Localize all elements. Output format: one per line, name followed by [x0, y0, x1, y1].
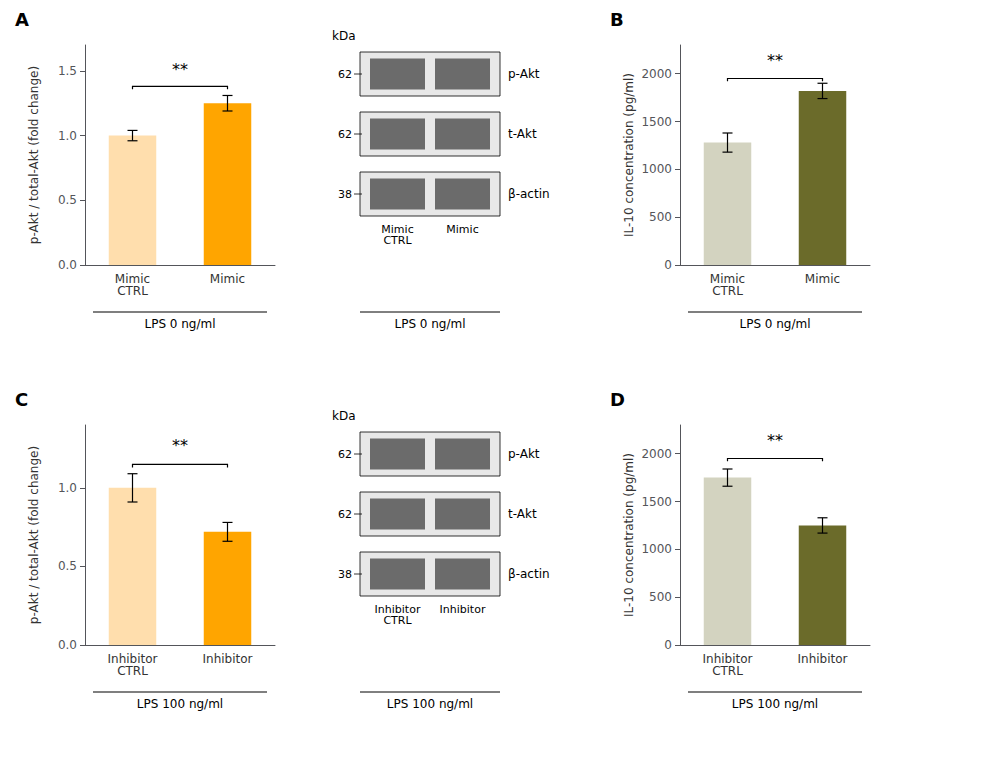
svg-text:LPS 100 ng/ml: LPS 100 ng/ml	[387, 697, 473, 711]
svg-text:1500: 1500	[641, 495, 672, 509]
svg-text:38: 38	[338, 568, 352, 581]
svg-text:CTRL: CTRL	[712, 284, 743, 298]
svg-text:A: A	[15, 9, 29, 30]
svg-text:1.0: 1.0	[58, 129, 77, 143]
svg-text:β-actin: β-actin	[508, 567, 550, 581]
svg-text:CTRL: CTRL	[117, 664, 148, 678]
svg-text:p-Akt: p-Akt	[508, 67, 540, 81]
svg-text:IL-10 concentration (pg/ml): IL-10 concentration (pg/ml)	[622, 453, 636, 617]
svg-text:Mimic: Mimic	[381, 223, 414, 236]
svg-text:t-Akt: t-Akt	[508, 507, 537, 521]
svg-text:0.0: 0.0	[58, 258, 77, 272]
svg-text:CTRL: CTRL	[117, 284, 148, 298]
svg-text:kDa: kDa	[332, 409, 356, 423]
svg-text:CTRL: CTRL	[712, 664, 743, 678]
svg-text:0: 0	[664, 638, 672, 652]
svg-text:1.0: 1.0	[58, 481, 77, 495]
svg-text:0: 0	[664, 258, 672, 272]
svg-text:**: **	[172, 436, 188, 455]
svg-text:**: **	[767, 51, 783, 70]
svg-text:2000: 2000	[641, 67, 672, 81]
svg-text:1500: 1500	[641, 115, 672, 129]
svg-text:C: C	[15, 389, 28, 410]
svg-text:62: 62	[338, 68, 352, 81]
svg-text:Mimic: Mimic	[446, 223, 478, 236]
svg-text:**: **	[172, 60, 188, 79]
svg-text:0.5: 0.5	[58, 559, 77, 573]
svg-text:Inhibitor: Inhibitor	[702, 652, 753, 666]
svg-text:62: 62	[338, 128, 352, 141]
svg-text:1000: 1000	[641, 162, 672, 176]
svg-text:500: 500	[649, 590, 672, 604]
svg-text:62: 62	[338, 448, 352, 461]
svg-text:Inhibitor: Inhibitor	[374, 603, 421, 616]
svg-text:D: D	[610, 389, 625, 410]
svg-text:Inhibitor: Inhibitor	[797, 652, 847, 666]
svg-text:1.5: 1.5	[58, 64, 77, 78]
svg-text:kDa: kDa	[332, 29, 356, 43]
svg-text:Inhibitor: Inhibitor	[202, 652, 252, 666]
svg-text:B: B	[610, 9, 624, 30]
svg-text:β-actin: β-actin	[508, 187, 550, 201]
svg-text:t-Akt: t-Akt	[508, 127, 537, 141]
svg-text:1000: 1000	[641, 542, 672, 556]
svg-text:LPS 0 ng/ml: LPS 0 ng/ml	[144, 317, 215, 331]
svg-text:2000: 2000	[641, 447, 672, 461]
svg-text:Mimic: Mimic	[210, 272, 245, 286]
svg-text:p-Akt: p-Akt	[508, 447, 540, 461]
svg-text:Mimic: Mimic	[709, 272, 746, 286]
svg-text:Inhibitor: Inhibitor	[440, 603, 486, 616]
svg-text:62: 62	[338, 508, 352, 521]
svg-text:Mimic: Mimic	[114, 272, 151, 286]
svg-text:CTRL: CTRL	[383, 614, 412, 627]
svg-text:Mimic: Mimic	[805, 272, 840, 286]
svg-text:p-Akt / total-Akt (fold change: p-Akt / total-Akt (fold change)	[27, 66, 41, 244]
svg-text:38: 38	[338, 188, 352, 201]
svg-text:p-Akt / total-Akt (fold change: p-Akt / total-Akt (fold change)	[27, 446, 41, 624]
svg-text:LPS 100 ng/ml: LPS 100 ng/ml	[732, 697, 818, 711]
svg-text:LPS 0 ng/ml: LPS 0 ng/ml	[739, 317, 810, 331]
svg-text:IL-10 concentration (pg/ml): IL-10 concentration (pg/ml)	[622, 73, 636, 237]
svg-text:**: **	[767, 431, 783, 450]
svg-text:CTRL: CTRL	[383, 234, 412, 247]
svg-text:Inhibitor: Inhibitor	[107, 652, 158, 666]
svg-text:0.0: 0.0	[58, 638, 77, 652]
svg-text:500: 500	[649, 210, 672, 224]
svg-text:LPS 0 ng/ml: LPS 0 ng/ml	[394, 317, 465, 331]
svg-text:LPS 100 ng/ml: LPS 100 ng/ml	[137, 697, 223, 711]
svg-text:0.5: 0.5	[58, 193, 77, 207]
